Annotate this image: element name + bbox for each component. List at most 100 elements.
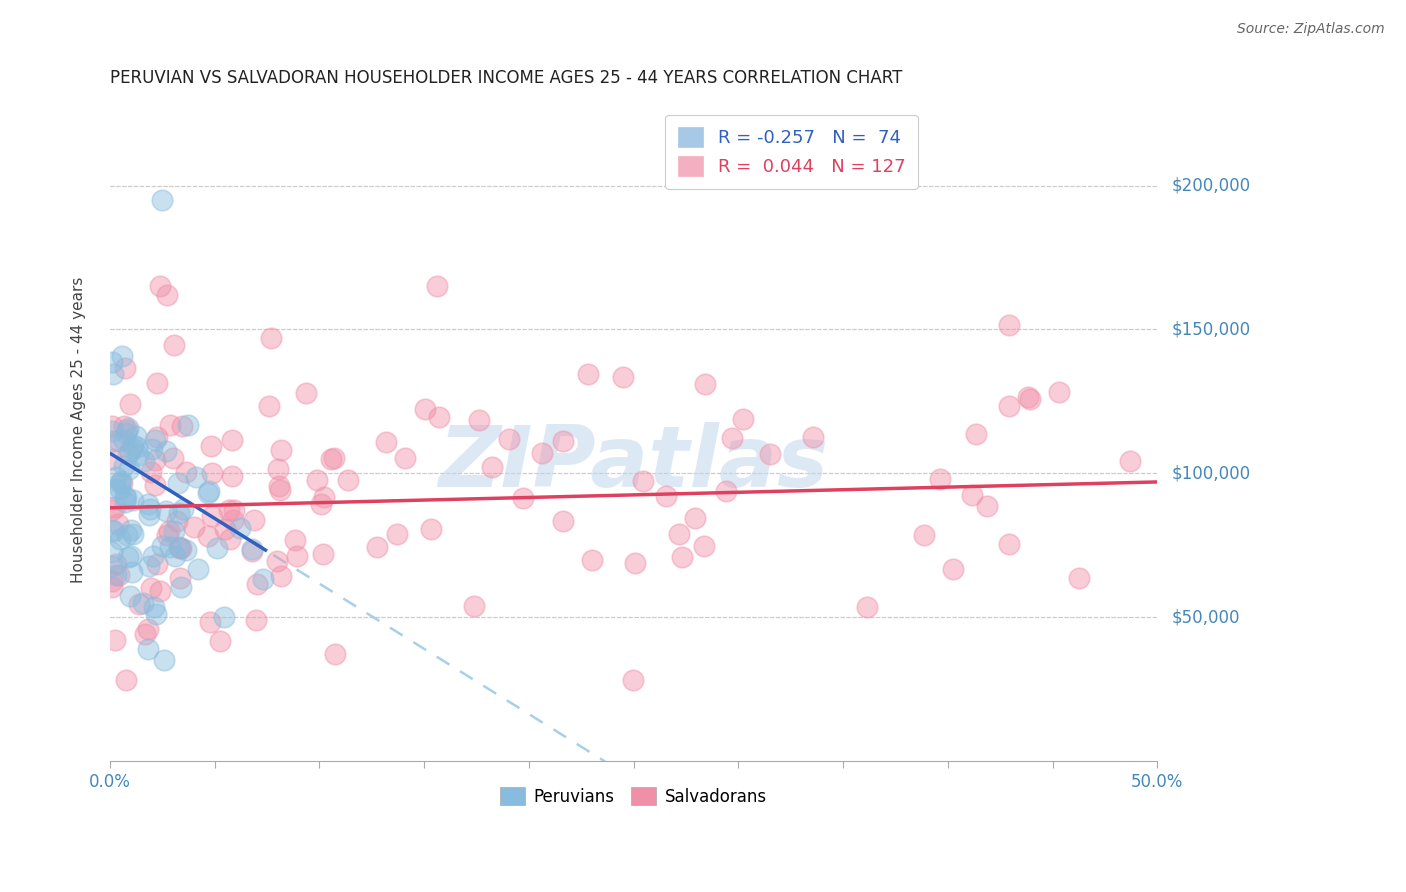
Point	[122, 438, 145, 452]
Point	[117, 421, 139, 435]
Point	[101, 503, 124, 517]
Point	[101, 574, 124, 589]
Point	[240, 544, 263, 558]
Point	[108, 482, 131, 496]
Point	[200, 439, 222, 453]
Point	[668, 526, 690, 541]
Point	[427, 409, 450, 424]
Point	[576, 368, 599, 382]
Point	[267, 462, 290, 476]
Text: $50,000: $50,000	[1171, 608, 1240, 626]
Point	[155, 444, 177, 458]
Point	[112, 433, 135, 447]
Point	[101, 558, 124, 573]
Point	[136, 622, 159, 636]
Point	[101, 424, 124, 438]
Point	[1119, 454, 1142, 468]
Y-axis label: Householder Income Ages 25 - 44 years: Householder Income Ages 25 - 44 years	[72, 277, 86, 583]
Text: Source: ZipAtlas.com: Source: ZipAtlas.com	[1237, 22, 1385, 37]
Point	[197, 529, 219, 543]
Point	[108, 475, 131, 490]
Point	[240, 542, 263, 557]
Point	[184, 470, 207, 484]
Point	[309, 497, 332, 511]
Point	[205, 541, 228, 555]
Point	[1047, 385, 1070, 400]
Point	[115, 491, 138, 505]
Point	[143, 600, 166, 615]
Point	[145, 607, 167, 622]
Point	[252, 572, 274, 586]
Point	[929, 472, 952, 486]
Point	[214, 522, 236, 536]
Point	[683, 511, 706, 525]
Point	[138, 558, 160, 573]
Point	[125, 440, 148, 454]
Point	[125, 429, 148, 443]
Point	[198, 483, 221, 498]
Point	[167, 507, 190, 521]
Point	[997, 400, 1019, 414]
Point	[387, 526, 409, 541]
Point	[120, 549, 142, 564]
Point	[319, 451, 342, 466]
Point	[117, 447, 139, 461]
Point	[1067, 571, 1090, 585]
Point	[103, 524, 125, 539]
Point	[155, 504, 177, 518]
Point	[187, 561, 209, 575]
Point	[1019, 392, 1042, 406]
Point	[163, 524, 186, 538]
Point	[138, 508, 160, 522]
Point	[243, 513, 266, 527]
Point	[498, 432, 520, 446]
Text: $150,000: $150,000	[1171, 320, 1250, 338]
Point	[167, 540, 190, 554]
Point	[197, 485, 219, 500]
Point	[374, 434, 396, 449]
Point	[112, 458, 135, 473]
Point	[420, 522, 443, 536]
Point	[295, 385, 318, 400]
Point	[270, 443, 292, 458]
Point	[631, 474, 654, 488]
Point	[150, 193, 173, 207]
Point	[104, 632, 127, 647]
Point	[134, 627, 156, 641]
Point	[136, 497, 159, 511]
Point	[284, 533, 307, 547]
Point	[150, 539, 173, 553]
Point	[731, 412, 754, 426]
Point	[693, 539, 716, 553]
Point	[581, 553, 603, 567]
Point	[512, 491, 534, 506]
Point	[142, 549, 165, 563]
Point	[693, 377, 716, 392]
Point	[104, 557, 127, 571]
Point	[976, 500, 998, 514]
Text: $200,000: $200,000	[1171, 177, 1250, 194]
Point	[114, 495, 136, 509]
Point	[105, 483, 128, 497]
Point	[221, 434, 243, 448]
Point	[219, 533, 242, 547]
Point	[101, 523, 124, 537]
Point	[623, 673, 645, 688]
Point	[120, 397, 142, 411]
Point	[481, 460, 503, 475]
Point	[159, 418, 181, 433]
Point	[134, 453, 156, 467]
Point	[153, 653, 176, 667]
Point	[201, 466, 224, 480]
Point	[105, 469, 128, 483]
Point	[115, 528, 138, 542]
Point	[157, 524, 180, 538]
Point	[107, 516, 129, 531]
Text: $100,000: $100,000	[1171, 465, 1250, 483]
Point	[912, 527, 935, 541]
Point	[122, 493, 145, 508]
Point	[654, 489, 676, 503]
Point	[228, 521, 250, 535]
Point	[122, 527, 145, 541]
Point	[128, 597, 150, 611]
